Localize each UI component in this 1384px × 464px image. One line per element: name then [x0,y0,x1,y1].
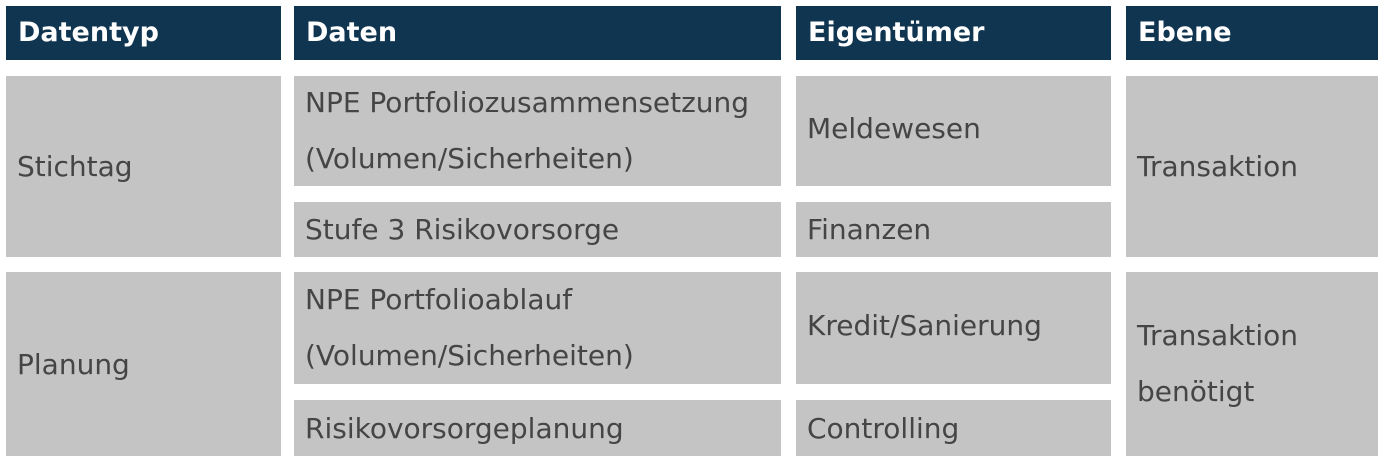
datentyp-value: Stichtag [17,150,133,183]
header-daten-label: Daten [306,16,398,48]
daten-cell: NPE Portfoliozusammensetzung (Volumen/Si… [294,76,781,186]
header-eigentuemer: Eigentümer [796,6,1111,60]
eigentuemer-cell: Meldewesen [796,76,1111,186]
eigentuemer-value: Controlling [807,411,960,445]
group-datentyp-cell: Stichtag [6,76,281,257]
header-ebene: Ebene [1126,6,1378,60]
eigentuemer-cell: Kredit/Sanierung [796,272,1111,384]
ebene-value: Transaktion benötigt [1137,319,1298,408]
datentyp-value: Planung [17,347,130,381]
header-eigentuemer-label: Eigentümer [808,16,985,48]
header-datentyp-label: Datentyp [18,16,159,48]
eigentuemer-value: Kredit/Sanierung [807,308,1042,342]
daten-cell: NPE Portfolioablauf (Volumen/Sicherheite… [294,272,781,384]
daten-value: NPE Portfoliozusammensetzung (Volumen/Si… [305,86,750,175]
eigentuemer-value: Meldewesen [807,111,981,145]
daten-value: Stufe 3 Risikovorsorge [305,213,620,246]
daten-value: Risikovorsorgeplanung [305,411,624,445]
ebene-value: Transaktion [1137,150,1298,183]
group-datentyp-cell: Planung [6,272,281,456]
header-datentyp: Datentyp [6,6,281,60]
eigentuemer-cell: Controlling [796,400,1111,456]
header-ebene-label: Ebene [1138,16,1232,48]
eigentuemer-cell: Finanzen [796,202,1111,257]
group-ebene-cell: Transaktion [1126,76,1378,257]
daten-cell: Risikovorsorgeplanung [294,400,781,456]
header-daten: Daten [294,6,781,60]
daten-cell: Stufe 3 Risikovorsorge [294,202,781,257]
daten-value: NPE Portfolioablauf (Volumen/Sicherheite… [305,283,634,372]
group-ebene-cell: Transaktion benötigt [1126,272,1378,456]
eigentuemer-value: Finanzen [807,213,932,246]
